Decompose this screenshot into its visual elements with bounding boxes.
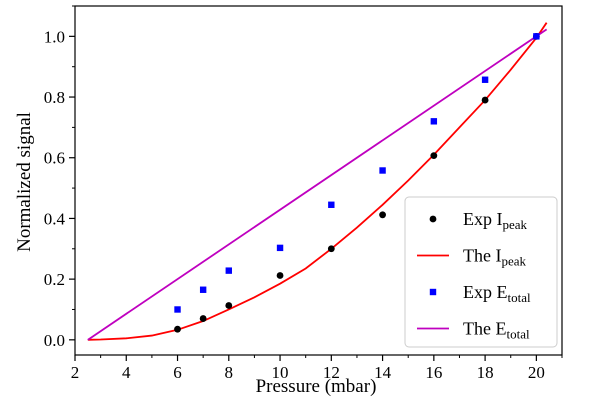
data-point-0-7 — [481, 96, 489, 104]
data-point-0-4 — [327, 245, 335, 253]
x-tick-label-4: 10 — [272, 363, 289, 382]
data-point-2-8 — [533, 33, 540, 40]
data-point-0-1 — [199, 315, 207, 322]
y-tick-label-1: 0.2 — [44, 270, 65, 289]
data-point-2-4 — [328, 201, 335, 208]
legend-label-2: Exp Etotal — [463, 282, 531, 305]
plot-frame — [74, 5, 563, 356]
legend-swatch-2 — [429, 288, 437, 296]
x-tick-label-2: 6 — [173, 363, 182, 382]
y-axis-label: Normalized signal — [14, 112, 35, 252]
data-point-2-3 — [276, 244, 284, 252]
legend-label-1: The Ipeak — [463, 246, 527, 269]
data-point-2-5 — [379, 167, 386, 174]
x-tick-label-5: 12 — [323, 363, 340, 382]
y-tick-label-0: 0.0 — [44, 331, 65, 350]
legend-label-0: Exp Ipeak — [463, 209, 528, 232]
legend: Exp Ipeak The Ipeak Exp Etotal The Etotal — [404, 196, 558, 348]
data-point-2-0 — [174, 306, 181, 313]
data-point-2-1 — [199, 286, 207, 293]
legend-box — [404, 196, 558, 348]
y-tick-label-2: 0.4 — [44, 209, 66, 228]
x-tick-label-9: 20 — [528, 363, 545, 382]
legend-swatch-0 — [429, 215, 437, 223]
x-tick-label-3: 8 — [225, 363, 234, 382]
legend-label-3: The Etotal — [463, 319, 530, 342]
series-line-3 — [87, 28, 548, 341]
axes-layer: 2 4 6 8 10 12 14 16 18 20 0.0 0.2 0.4 0.6 0.8 1.0 — [44, 5, 563, 382]
data-point-2-6 — [430, 118, 438, 125]
plot-layer — [87, 22, 548, 341]
x-tick-label-7: 16 — [425, 363, 442, 382]
data-point-0-3 — [276, 272, 284, 279]
data-point-0-0 — [174, 325, 181, 333]
x-tick-label-1: 4 — [122, 363, 131, 382]
y-tick-label-4: 0.8 — [44, 88, 65, 107]
y-tick-label-5: 1.0 — [44, 27, 65, 46]
x-tick-label-0: 2 — [71, 363, 80, 382]
data-point-2-7 — [481, 76, 489, 83]
data-point-0-2 — [225, 302, 233, 309]
data-point-2-2 — [225, 267, 232, 274]
x-tick-label-6: 14 — [374, 363, 392, 382]
x-tick-label-8: 18 — [477, 363, 494, 382]
y-tick-label-3: 0.6 — [44, 149, 65, 168]
data-point-0-6 — [430, 152, 438, 160]
data-point-0-5 — [379, 211, 386, 219]
series-line-1 — [87, 22, 548, 341]
x-axis-label: Pressure (mbar) — [256, 376, 377, 397]
